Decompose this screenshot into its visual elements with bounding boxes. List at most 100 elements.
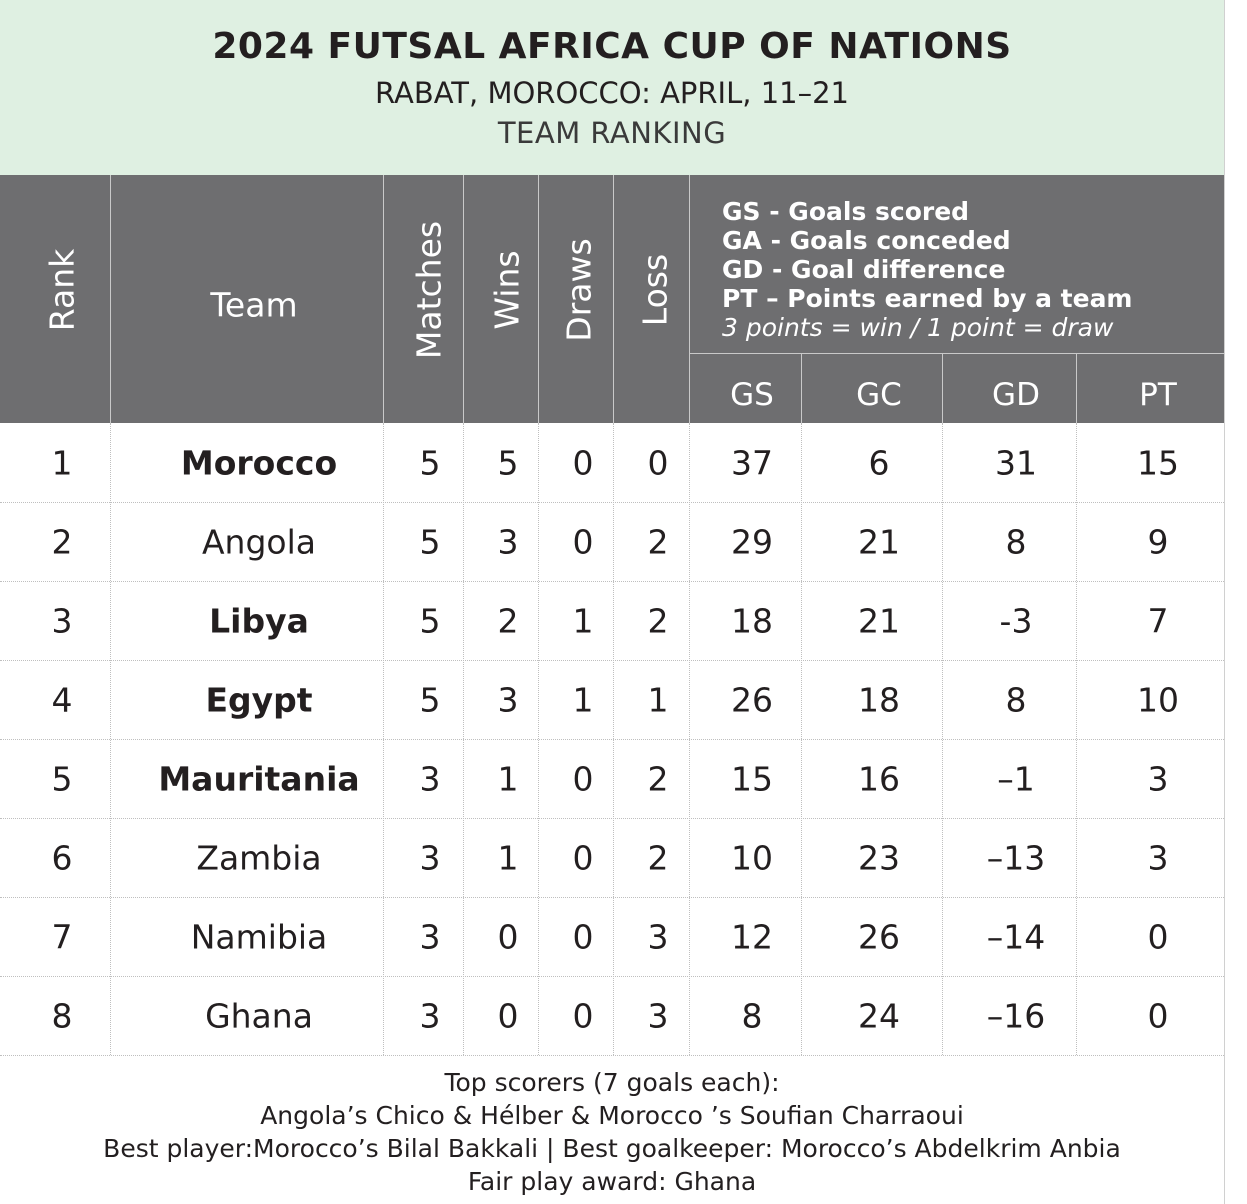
- footer-top-scorers: Angola’s Chico & Hélber & Morocco ’s Sou…: [260, 1101, 964, 1130]
- cell-gd: –14: [986, 917, 1046, 956]
- legend-pt: PT – Points earned by a team: [722, 284, 1133, 313]
- cell-rank: 5: [51, 759, 73, 798]
- cell-team: Morocco: [180, 443, 338, 482]
- cell-loss: 1: [647, 680, 669, 719]
- header-wins: Wins: [487, 250, 527, 330]
- cell-loss: 3: [647, 917, 669, 956]
- cell-pt: 10: [1137, 680, 1179, 719]
- cell-gs: 10: [731, 838, 773, 877]
- cell-matches: 5: [419, 601, 441, 640]
- cell-draws: 1: [572, 680, 594, 719]
- cell-draws: 0: [572, 759, 594, 798]
- legend-ga: GA - Goals conceded: [722, 226, 1011, 255]
- cell-matches: 3: [419, 759, 441, 798]
- cell-draws: 0: [572, 443, 594, 482]
- cell-matches: 5: [419, 522, 441, 561]
- footer-best-players: Best player:Morocco’s Bilal Bakkali | Be…: [103, 1134, 1121, 1163]
- cell-matches: 3: [419, 917, 441, 956]
- cell-team: Egypt: [205, 680, 313, 719]
- cell-matches: 5: [419, 680, 441, 719]
- cell-draws: 0: [572, 522, 594, 561]
- cell-rank: 1: [51, 443, 73, 482]
- cell-team: Ghana: [205, 996, 313, 1035]
- cell-gd: –16: [986, 996, 1046, 1035]
- table-row: 6 Zambia 3 1 0 2 10 23 –13 3: [0, 818, 1224, 898]
- abbreviation-legend: GS - Goals scored GA - Goals conceded GD…: [722, 197, 1133, 342]
- cell-gc: 21: [858, 522, 900, 561]
- cell-pt: 7: [1147, 601, 1169, 640]
- cell-gc: 23: [858, 838, 900, 877]
- cell-draws: 0: [572, 996, 594, 1035]
- cell-loss: 0: [647, 443, 669, 482]
- cell-wins: 1: [497, 759, 519, 798]
- cell-gd: –1: [997, 759, 1035, 798]
- cell-gd: 8: [1005, 680, 1027, 719]
- cell-gc: 16: [858, 759, 900, 798]
- cell-gc: 24: [858, 996, 900, 1035]
- cell-matches: 3: [419, 838, 441, 877]
- table-row: 4 Egypt 5 3 1 1 26 18 8 10: [0, 660, 1224, 740]
- cell-rank: 7: [51, 917, 73, 956]
- cell-draws: 0: [572, 838, 594, 877]
- cell-pt: 3: [1147, 759, 1169, 798]
- cell-loss: 2: [647, 522, 669, 561]
- cell-loss: 2: [647, 759, 669, 798]
- cell-gd: –13: [986, 838, 1046, 877]
- cell-gd: 31: [995, 443, 1037, 482]
- cell-team: Libya: [209, 601, 309, 640]
- cell-draws: 0: [572, 917, 594, 956]
- cell-wins: 5: [497, 443, 519, 482]
- table-row: 1 Morocco 5 5 0 0 37 6 31 15: [0, 423, 1224, 503]
- cell-pt: 3: [1147, 838, 1169, 877]
- cell-loss: 2: [647, 601, 669, 640]
- header-matches: Matches: [409, 220, 449, 360]
- table-row: 3 Libya 5 2 1 2 18 21 -3 7: [0, 581, 1224, 661]
- cell-gc: 18: [858, 680, 900, 719]
- footer-top-scorers-label: Top scorers (7 goals each):: [444, 1068, 780, 1097]
- page-subtitle: RABAT, MOROCCO: APRIL, 11–21: [375, 76, 849, 110]
- cell-team: Angola: [201, 522, 317, 561]
- header-team: Team: [210, 285, 298, 325]
- table-row: 8 Ghana 3 0 0 3 8 24 –16 0: [0, 976, 1224, 1056]
- cell-pt: 9: [1147, 522, 1169, 561]
- cell-gd: 8: [1005, 522, 1027, 561]
- cell-matches: 5: [419, 443, 441, 482]
- section-label: TEAM RANKING: [497, 116, 727, 150]
- cell-gs: 8: [741, 996, 763, 1035]
- cell-rank: 2: [51, 522, 73, 561]
- cell-gs: 18: [731, 601, 773, 640]
- cell-gs: 26: [731, 680, 773, 719]
- header-gc: GC: [856, 377, 902, 413]
- cell-gc: 6: [868, 443, 890, 482]
- footer-notes: Top scorers (7 goals each): Angola’s Chi…: [0, 1066, 1224, 1198]
- header-loss: Loss: [635, 253, 675, 327]
- cell-wins: 0: [497, 917, 519, 956]
- cell-gs: 29: [731, 522, 773, 561]
- cell-wins: 0: [497, 996, 519, 1035]
- header-rank: Rank: [42, 248, 82, 332]
- cell-loss: 3: [647, 996, 669, 1035]
- header-gs: GS: [730, 377, 774, 413]
- cell-pt: 0: [1147, 917, 1169, 956]
- cell-gc: 26: [858, 917, 900, 956]
- cell-loss: 2: [647, 838, 669, 877]
- table-row: 5 Mauritania 3 1 0 2 15 16 –1 3: [0, 739, 1224, 819]
- legend-points-note: 3 points = win / 1 point = draw: [722, 313, 1114, 342]
- cell-rank: 4: [51, 680, 73, 719]
- cell-gd: -3: [999, 601, 1033, 640]
- cell-pt: 15: [1137, 443, 1179, 482]
- page-title: 2024 FUTSAL AFRICA CUP OF NATIONS: [212, 26, 1012, 67]
- cell-rank: 6: [51, 838, 73, 877]
- cell-gc: 21: [858, 601, 900, 640]
- cell-wins: 1: [497, 838, 519, 877]
- cell-rank: 3: [51, 601, 73, 640]
- cell-wins: 3: [497, 522, 519, 561]
- cell-team: Namibia: [190, 917, 328, 956]
- legend-gd: GD - Goal difference: [722, 255, 1006, 284]
- legend-gs: GS - Goals scored: [722, 197, 970, 226]
- cell-gs: 37: [731, 443, 773, 482]
- header-draws: Draws: [559, 238, 599, 342]
- table-row: 2 Angola 5 3 0 2 29 21 8 9: [0, 502, 1224, 582]
- header-pt: PT: [1139, 377, 1177, 413]
